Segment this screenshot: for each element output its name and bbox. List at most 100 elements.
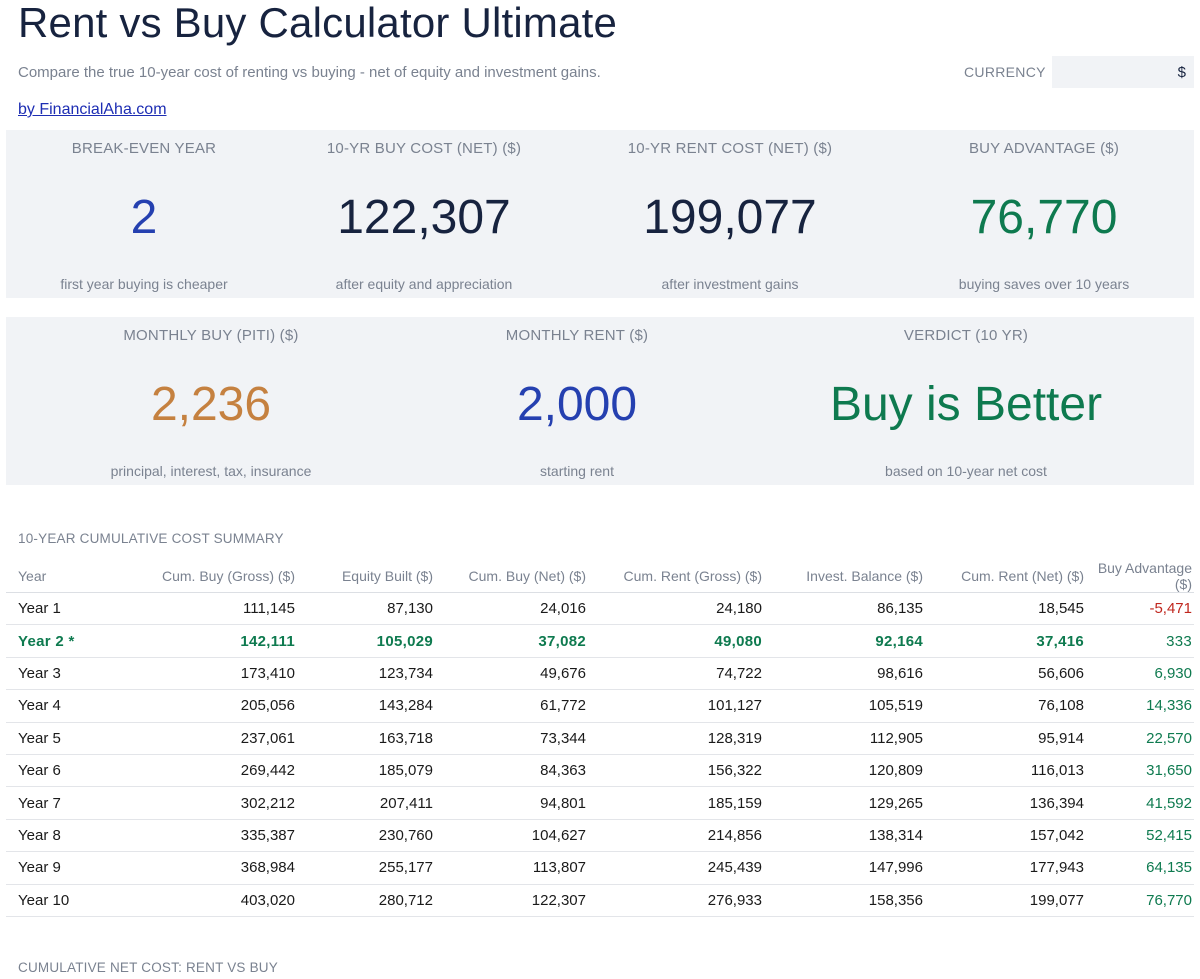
kpi-rent-cost-net: 10-YR RENT COST (NET) ($) 199,077 after … — [574, 130, 886, 298]
cell-invest-balance: 120,809 — [764, 754, 925, 788]
kpi-label: MONTHLY BUY (PITI) ($) — [123, 327, 299, 344]
cell-year: Year 2 * — [6, 624, 110, 658]
table-row: Year 10 403,020 280,712 122,307 276,933 158,3… — [6, 884, 1194, 917]
cell-equity-built: 230,760 — [297, 819, 435, 853]
cell-cum-rent-net: 116,013 — [925, 754, 1086, 788]
cell-equity-built: 87,130 — [297, 592, 435, 626]
cell-buy-advantage: 333 — [1086, 624, 1194, 658]
kpi-value: 76,770 — [970, 191, 1118, 244]
cell-year: Year 8 — [6, 819, 110, 853]
cell-cum-buy-net: 61,772 — [435, 689, 588, 723]
cell-buy-advantage: 22,570 — [1086, 722, 1194, 755]
cell-equity-built: 207,411 — [297, 786, 435, 820]
kpi-monthly-buy: MONTHLY BUY (PITI) ($) 2,236 principal, … — [6, 317, 416, 485]
cell-cum-buy-net: 104,627 — [435, 819, 588, 853]
col-header-cum-buy-gross: Cum. Buy (Gross) ($) — [110, 559, 297, 593]
kpi-value: 122,307 — [337, 191, 511, 244]
kpi-value: 2 — [130, 191, 158, 244]
cell-cum-rent-net: 157,042 — [925, 819, 1086, 853]
kpi-value: 2,236 — [150, 378, 272, 431]
cell-cum-buy-gross: 173,410 — [110, 657, 297, 691]
cell-year: Year 1 — [6, 592, 110, 626]
kpi-sub: buying saves over 10 years — [958, 276, 1130, 292]
col-header-cum-rent-gross: Cum. Rent (Gross) ($) — [588, 559, 764, 593]
table-row: Year 2 * 142,111 105,029 37,082 49,080 92,164… — [6, 624, 1194, 658]
cell-equity-built: 163,718 — [297, 722, 435, 755]
cell-year: Year 3 — [6, 657, 110, 691]
table-header-row: Year Cum. Buy (Gross) ($) Equity Built (… — [6, 559, 1194, 593]
kpi-sub: starting rent — [540, 463, 614, 479]
cell-cum-buy-net: 37,082 — [435, 624, 588, 658]
cell-year: Year 7 — [6, 786, 110, 820]
table-row: Year 4 205,056 143,284 61,772 101,127 105,519… — [6, 689, 1194, 723]
col-header-buy-advantage: Buy Advantage ($) — [1086, 559, 1194, 593]
cell-cum-rent-net: 37,416 — [925, 624, 1086, 658]
cell-buy-advantage: 6,930 — [1086, 657, 1194, 691]
cell-cum-buy-gross: 269,442 — [110, 754, 297, 788]
cell-cum-buy-net: 122,307 — [435, 884, 588, 917]
cell-cum-rent-net: 95,914 — [925, 722, 1086, 755]
cell-invest-balance: 105,519 — [764, 689, 925, 723]
cell-cum-rent-gross: 74,722 — [588, 657, 764, 691]
cell-cum-rent-gross: 245,439 — [588, 851, 764, 885]
kpi-value: 199,077 — [643, 191, 817, 244]
cell-year: Year 4 — [6, 689, 110, 723]
col-header-invest-balance: Invest. Balance ($) — [764, 559, 925, 593]
cell-cum-buy-net: 84,363 — [435, 754, 588, 788]
cell-buy-advantage: 31,650 — [1086, 754, 1194, 788]
cell-cum-buy-gross: 237,061 — [110, 722, 297, 755]
cell-cum-buy-gross: 142,111 — [110, 624, 297, 658]
cell-buy-advantage: 52,415 — [1086, 819, 1194, 853]
cell-cum-rent-net: 18,545 — [925, 592, 1086, 626]
cell-invest-balance: 138,314 — [764, 819, 925, 853]
cell-cum-rent-gross: 214,856 — [588, 819, 764, 853]
kpi-sub: principal, interest, tax, insurance — [110, 463, 312, 479]
cell-buy-advantage: 41,592 — [1086, 786, 1194, 820]
currency-input[interactable] — [1052, 56, 1194, 88]
cell-cum-rent-gross: 24,180 — [588, 592, 764, 626]
cell-invest-balance: 129,265 — [764, 786, 925, 820]
table-row: Year 6 269,442 185,079 84,363 156,322 120,809… — [6, 754, 1194, 788]
cell-buy-advantage: 14,336 — [1086, 689, 1194, 723]
byline-link[interactable]: by FinancialAha.com — [18, 101, 167, 118]
kpi-monthly-rent: MONTHLY RENT ($) 2,000 starting rent — [416, 317, 738, 485]
table-row: Year 7 302,212 207,411 94,801 185,159 129,265… — [6, 786, 1194, 820]
kpi-sub: first year buying is cheaper — [60, 276, 228, 292]
kpi-sub: based on 10-year net cost — [885, 463, 1047, 479]
table-row: Year 1 111,145 87,130 24,016 24,180 86,135 18,… — [6, 592, 1194, 626]
col-header-year: Year — [6, 559, 110, 593]
cell-cum-buy-net: 113,807 — [435, 851, 588, 885]
cell-cum-rent-net: 177,943 — [925, 851, 1086, 885]
cell-cum-rent-gross: 128,319 — [588, 722, 764, 755]
cell-buy-advantage: -5,471 — [1086, 592, 1194, 626]
page-title: Rent vs Buy Calculator Ultimate — [18, 0, 618, 46]
table-row: Year 8 335,387 230,760 104,627 214,856 138,31… — [6, 819, 1194, 853]
cell-cum-buy-net: 94,801 — [435, 786, 588, 820]
cell-equity-built: 280,712 — [297, 884, 435, 917]
kpi-buy-cost-net: 10-YR BUY COST (NET) ($) 122,307 after e… — [282, 130, 566, 298]
table-row: Year 9 368,984 255,177 113,807 245,439 147,99… — [6, 851, 1194, 885]
cell-equity-built: 143,284 — [297, 689, 435, 723]
cell-cum-rent-gross: 101,127 — [588, 689, 764, 723]
kpi-label: 10-YR RENT COST (NET) ($) — [627, 140, 833, 157]
cell-year: Year 9 — [6, 851, 110, 885]
kpi-label: BREAK-EVEN YEAR — [71, 140, 217, 157]
cell-cum-buy-gross: 111,145 — [110, 592, 297, 626]
kpi-sub: after investment gains — [661, 276, 799, 292]
cell-invest-balance: 147,996 — [764, 851, 925, 885]
kpi-label: VERDICT (10 YR) — [903, 327, 1029, 344]
cell-year: Year 5 — [6, 722, 110, 755]
cell-cum-rent-gross: 156,322 — [588, 754, 764, 788]
cell-cum-buy-gross: 205,056 — [110, 689, 297, 723]
kpi-label: BUY ADVANTAGE ($) — [968, 140, 1120, 157]
kpi-value: 2,000 — [516, 378, 638, 431]
col-header-cum-buy-net: Cum. Buy (Net) ($) — [435, 559, 588, 593]
cell-invest-balance: 86,135 — [764, 592, 925, 626]
chart-section-label: CUMULATIVE NET COST: RENT VS BUY — [18, 960, 278, 975]
kpi-break-even-year: BREAK-EVEN YEAR 2 first year buying is c… — [6, 130, 282, 298]
cell-cum-rent-net: 199,077 — [925, 884, 1086, 917]
cell-cum-buy-net: 49,676 — [435, 657, 588, 691]
currency-label: CURRENCY — [964, 64, 1046, 80]
cell-cum-rent-gross: 49,080 — [588, 624, 764, 658]
kpi-panel-bottom: MONTHLY BUY (PITI) ($) 2,236 principal, … — [6, 317, 1194, 485]
